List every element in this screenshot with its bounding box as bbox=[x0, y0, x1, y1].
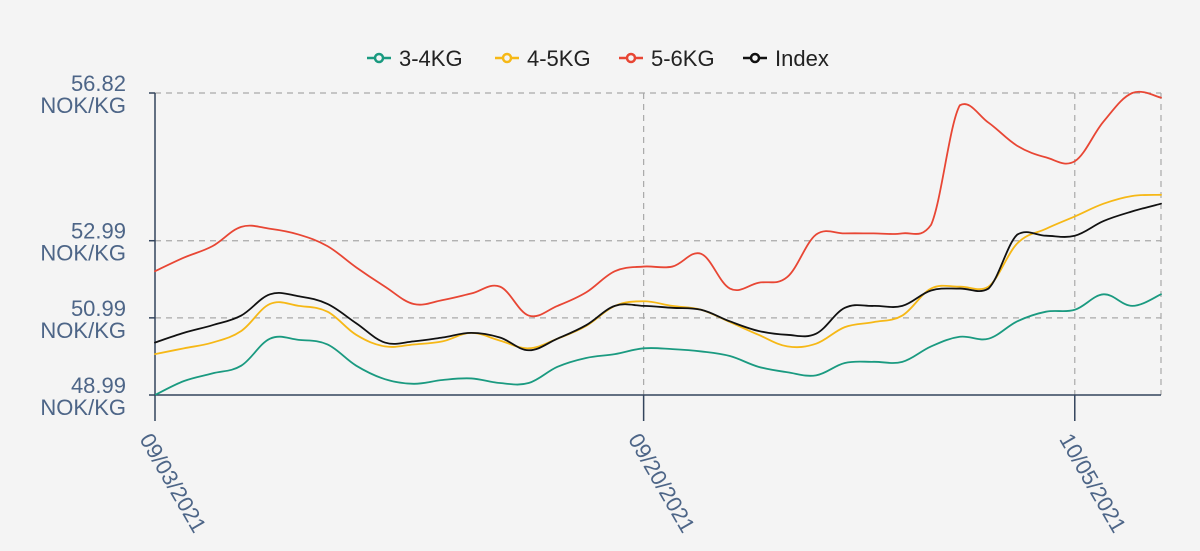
legend-label: Index bbox=[775, 46, 829, 71]
y-tick-label: 50.99 bbox=[71, 296, 126, 321]
x-tick-label: 09/03/2021 bbox=[135, 429, 212, 537]
series-line-3-4kg bbox=[154, 293, 1162, 396]
legend-item-5-6kg[interactable]: 5-6KG bbox=[619, 46, 715, 71]
legend-item-index[interactable]: Index bbox=[743, 46, 829, 71]
series-line-4-5kg bbox=[154, 193, 1162, 356]
legend-label: 5-6KG bbox=[651, 46, 715, 71]
x-axis-ticks: 09/03/2021 09/20/2021 10/05/2021 bbox=[135, 395, 1131, 537]
plot-area bbox=[154, 90, 1162, 396]
series-line-index bbox=[154, 202, 1162, 352]
y-tick-unit: NOK/KG bbox=[40, 318, 126, 343]
y-axis-ticks: 48.99NOK/KG50.99NOK/KG52.99NOK/KG56.82NO… bbox=[40, 71, 155, 420]
axes bbox=[154, 93, 1161, 396]
y-tick-unit: NOK/KG bbox=[40, 395, 126, 420]
legend-item-3-4kg[interactable]: 3-4KG bbox=[367, 46, 463, 71]
legend-marker bbox=[501, 52, 513, 64]
x-tick-label: 09/20/2021 bbox=[623, 429, 700, 537]
grid-lines bbox=[155, 92, 1162, 395]
legend-marker bbox=[625, 52, 637, 64]
y-tick-label: 52.99 bbox=[71, 219, 126, 244]
y-tick-unit: NOK/KG bbox=[40, 241, 126, 266]
legend-item-4-5kg[interactable]: 4-5KG bbox=[495, 46, 591, 71]
legend-label: 3-4KG bbox=[399, 46, 463, 71]
y-tick-label: 48.99 bbox=[71, 373, 126, 398]
legend-marker bbox=[373, 52, 385, 64]
legend-label: 4-5KG bbox=[527, 46, 591, 71]
x-tick-label: 10/05/2021 bbox=[1054, 429, 1131, 537]
y-tick-label: 56.82 bbox=[71, 71, 126, 96]
y-tick-unit: NOK/KG bbox=[40, 93, 126, 118]
legend: 3-4KG 4-5KG 5-6KG Index bbox=[367, 46, 829, 71]
series-line-5-6kg bbox=[154, 90, 1162, 318]
legend-marker bbox=[749, 52, 761, 64]
